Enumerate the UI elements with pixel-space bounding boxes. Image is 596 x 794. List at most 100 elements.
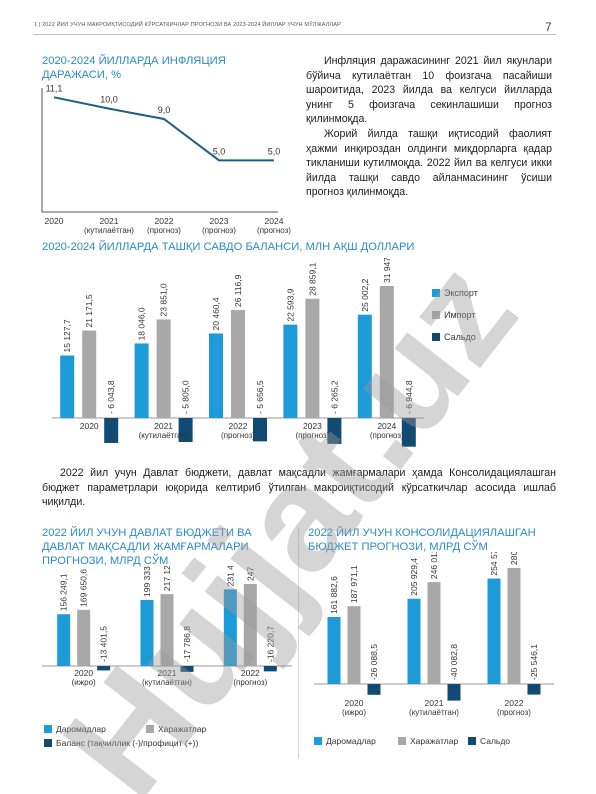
- state-budget-chart-title: 2022 ЙИЛ УЧУН ДАВЛАТ БЮДЖЕТИ ВА ДАВЛАТ М…: [42, 526, 252, 568]
- consolidated-title-line1: 2022 ЙИЛ УЧУН КОНСОЛИДАЦИЯЛАШГАН: [308, 527, 536, 539]
- header-divider: [34, 34, 556, 35]
- inflation-x-tick: 2022: [155, 216, 174, 226]
- intro-paragraph-2: Жорий йилда ташқи иқтисодий фаолият ҳажм…: [306, 127, 552, 199]
- consolidated-legend-label: Даромадлар: [326, 736, 376, 746]
- inflation-value-label: 5,0: [213, 146, 226, 156]
- trade-value-label: - 5 656,5: [255, 380, 265, 414]
- consolidated-value-label: -26 088,5: [369, 644, 379, 680]
- inflation-chart-title: 2020-2024 ЙИЛЛАРДА ИНФЛЯЦИЯ ДАРАЖАСИ, %: [42, 54, 226, 82]
- consolidated-category-label: 2021: [425, 698, 444, 708]
- trade-category-sublabel: (кутилаётган): [139, 431, 189, 440]
- trade-legend-label: Сальдо: [444, 332, 476, 342]
- consolidated-value-label: -40 082,8: [449, 644, 459, 680]
- state-budget-bar: [160, 594, 174, 666]
- trade-value-label: 18 046,0: [137, 307, 147, 340]
- state-budget-value-label: -16 220,7: [265, 626, 275, 662]
- trade-value-label: 25 002,2: [360, 278, 370, 311]
- state-budget-category-label: 2021: [158, 668, 177, 678]
- consolidated-bar: [347, 606, 361, 684]
- state-budget-value-label: 231 423,9: [225, 566, 235, 586]
- consolidated-bar: [527, 684, 541, 695]
- consolidated-bar: [367, 684, 381, 695]
- consolidated-bar: [447, 684, 461, 701]
- trade-legend-swatch: [432, 289, 440, 297]
- trade-bar: [156, 319, 171, 418]
- state-budget-value-label: 217 120,7: [162, 566, 172, 591]
- state-budget-value-label: 156 249,1: [59, 573, 69, 611]
- inflation-value-label: 5,0: [268, 146, 281, 156]
- state-budget-bar: [77, 609, 91, 666]
- trade-value-label: 15 127,7: [62, 319, 72, 352]
- state-budget-bar: [223, 589, 237, 666]
- consolidated-chart-title: 2022 ЙИЛ УЧУН КОНСОЛИДАЦИЯЛАШГАН БЮДЖЕТ …: [308, 526, 536, 554]
- state-budget-legend-label: Баланс (тақчиллик (-)/профицит (+)): [56, 738, 198, 748]
- state-budget-bar: [57, 614, 71, 666]
- trade-value-label: - 6 944,8: [404, 380, 414, 414]
- intro-paragraph: Инфляция даражасининг 2021 йил якунлари …: [306, 54, 552, 200]
- inflation-x-tick: 2021: [100, 216, 119, 226]
- state-budget-chart: 156 249,1 169 650,6 -13 401,5 2020(ижро) 199…: [42, 566, 292, 748]
- consolidated-value-label: 280 116,7: [509, 552, 519, 565]
- trade-legend-label: Импорт: [444, 310, 475, 320]
- trade-value-label: 28 859,1: [307, 262, 317, 295]
- consolidated-bar: [507, 568, 521, 684]
- inflation-x-subtick: (кутилаётган): [84, 226, 134, 235]
- trade-category-sublabel: (прогноз): [370, 431, 404, 440]
- consolidated-value-label: 187 971,1: [349, 565, 359, 603]
- consolidated-value-label: 254 570,5: [489, 552, 499, 576]
- inflation-x-tick: 2023: [210, 216, 229, 226]
- state-budget-value-label: 199 333,6: [142, 566, 152, 597]
- trade-chart: 15 127,7 21 171,5 - 6 043,8 2020 18 046,0 23 …: [52, 258, 478, 447]
- trade-category-label: 2021: [154, 421, 173, 431]
- consolidated-category-sublabel: (ижро): [342, 708, 366, 717]
- trade-bar: [134, 343, 149, 418]
- inflation-title-line1: 2020-2024 ЙИЛЛАРДА ИНФЛЯЦИЯ: [42, 55, 226, 67]
- consolidated-legend-label: Харажатлар: [410, 736, 458, 746]
- inflation-value-label: 10,0: [100, 95, 118, 105]
- trade-bar: [305, 298, 320, 418]
- trade-legend-swatch: [432, 311, 440, 319]
- state-budget-legend-swatch: [146, 725, 154, 733]
- trade-value-label: - 6 265,2: [329, 380, 339, 414]
- inflation-x-subtick: (прогноз): [147, 226, 181, 235]
- consolidated-legend-swatch: [314, 737, 322, 745]
- inflation-title-line2: ДАРАЖАСИ, %: [42, 69, 122, 81]
- running-header: 1 | 2022 ЙИЛ УЧУН МАКРОИҚТИСОДИЙ КЎРСАТК…: [34, 22, 341, 28]
- trade-category-label: 2024: [377, 421, 396, 431]
- consolidated-category-sublabel: (кутилаётган): [409, 708, 459, 717]
- trade-value-label: 31 947,1: [382, 258, 392, 283]
- consolidated-value-label: 161 882,6: [329, 576, 339, 614]
- inflation-value-label: 9,0: [158, 105, 171, 115]
- trade-bar: [178, 418, 193, 442]
- state-budget-bar: [140, 599, 154, 666]
- trade-value-label: 20 460,4: [211, 297, 221, 330]
- consolidated-value-label: 205 929,4: [409, 558, 419, 596]
- trade-category-sublabel: (прогноз): [221, 431, 255, 440]
- state-budget-legend-label: Даромадлар: [56, 724, 106, 734]
- consolidated-value-label: 246 012,2: [429, 552, 439, 579]
- budget-paragraph-text: 2022 йил учун Давлат бюджети, давлат мақ…: [42, 467, 556, 509]
- trade-legend-label: Экспорт: [444, 288, 478, 298]
- consolidated-legend-swatch: [468, 737, 476, 745]
- trade-category-label: 2023: [303, 421, 322, 431]
- column-divider: [298, 528, 299, 758]
- trade-value-label: 22 593,9: [285, 288, 295, 321]
- trade-bar: [327, 418, 342, 444]
- state-budget-bar: [263, 666, 277, 672]
- trade-value-label: - 6 043,8: [106, 380, 116, 414]
- consolidated-category-label: 2020: [345, 698, 364, 708]
- state-budget-bar: [180, 666, 194, 672]
- trade-bar: [82, 330, 97, 418]
- trade-category-sublabel: (прогноз): [295, 431, 329, 440]
- consolidated-bar: [327, 616, 341, 684]
- trade-value-label: - 5 805,0: [181, 380, 191, 414]
- trade-bar: [253, 418, 267, 442]
- trade-value-label: 21 171,5: [84, 294, 94, 327]
- consolidated-bar: [407, 598, 421, 684]
- state-budget-legend-swatch: [44, 725, 52, 733]
- inflation-x-tick: 2024: [265, 216, 284, 226]
- trade-category-label: 2020: [80, 421, 99, 431]
- state-budget-value-label: -13 401,5: [99, 626, 109, 662]
- trade-bar: [401, 418, 416, 447]
- inflation-chart: 11,1202010,02021(кутилаётган)9,02022(про…: [41, 83, 291, 235]
